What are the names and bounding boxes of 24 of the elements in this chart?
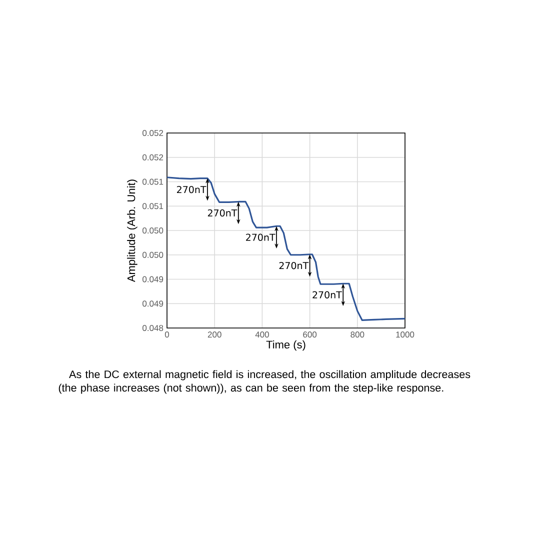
x-tick-label: 200 <box>208 332 222 338</box>
y-axis-title: Amplitude (Arb. Unit) <box>127 180 138 282</box>
annotation: 270nT <box>312 291 342 298</box>
y-tick-label: 0.051 <box>142 203 164 210</box>
annotation: 270nT <box>246 234 276 241</box>
x-tick-label: 400 <box>255 332 269 338</box>
y-tick-label: 0.051 <box>142 178 164 185</box>
y-tick-label: 0.052 <box>142 130 164 136</box>
x-tick-label: 1000 <box>396 332 414 338</box>
y-tick-label: 0.049 <box>142 276 164 282</box>
x-axis-title: Time (s) <box>266 340 306 351</box>
y-tick-label: 0.049 <box>142 300 164 307</box>
y-tick-label: 0.050 <box>142 228 164 234</box>
x-tick-label: 0 <box>164 332 170 338</box>
x-tick-label: 600 <box>303 332 317 338</box>
y-tick-label: 0.050 <box>142 252 164 258</box>
text: As the DC external magnetic field is increased, the oscillation amplitude decreases (the phase increases (not shown)), as can be seen from the step-like response. <box>58 370 470 394</box>
annotation: 270nT <box>279 262 309 270</box>
y-tick-label: 0.052 <box>142 154 164 160</box>
y-tick-label: 0.048 <box>142 324 164 331</box>
x-tick-label: 800 <box>350 332 364 338</box>
annotation: 270nT <box>208 209 238 217</box>
line-series <box>166 176 406 321</box>
annotation: 270nT <box>176 186 206 194</box>
